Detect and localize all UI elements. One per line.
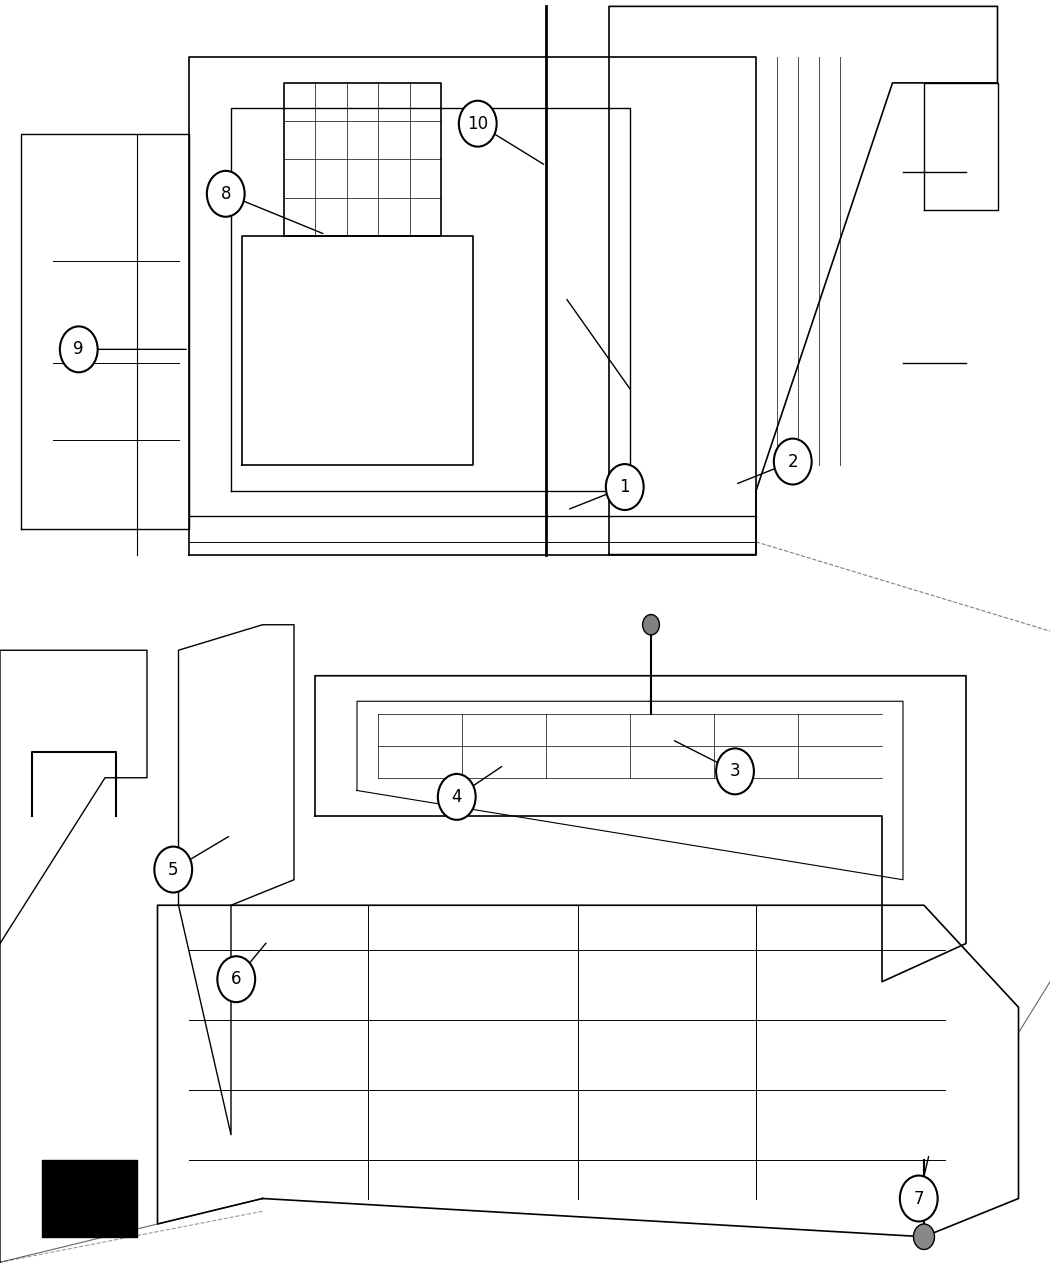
Text: 8: 8 [220, 185, 231, 203]
Circle shape [154, 847, 192, 892]
Circle shape [606, 464, 644, 510]
Circle shape [914, 1224, 934, 1250]
Text: 2: 2 [788, 453, 798, 470]
Text: 3: 3 [730, 762, 740, 780]
Text: 7: 7 [914, 1190, 924, 1207]
Text: 1: 1 [620, 478, 630, 496]
Text: 6: 6 [231, 970, 242, 988]
Text: 10: 10 [467, 115, 488, 133]
Circle shape [643, 615, 659, 635]
Circle shape [900, 1176, 938, 1221]
Circle shape [438, 774, 476, 820]
FancyBboxPatch shape [42, 1160, 136, 1237]
Circle shape [60, 326, 98, 372]
Circle shape [459, 101, 497, 147]
Circle shape [217, 956, 255, 1002]
Circle shape [774, 439, 812, 484]
Text: 9: 9 [74, 340, 84, 358]
Circle shape [716, 748, 754, 794]
Circle shape [207, 171, 245, 217]
Text: 5: 5 [168, 861, 178, 878]
Text: 4: 4 [452, 788, 462, 806]
